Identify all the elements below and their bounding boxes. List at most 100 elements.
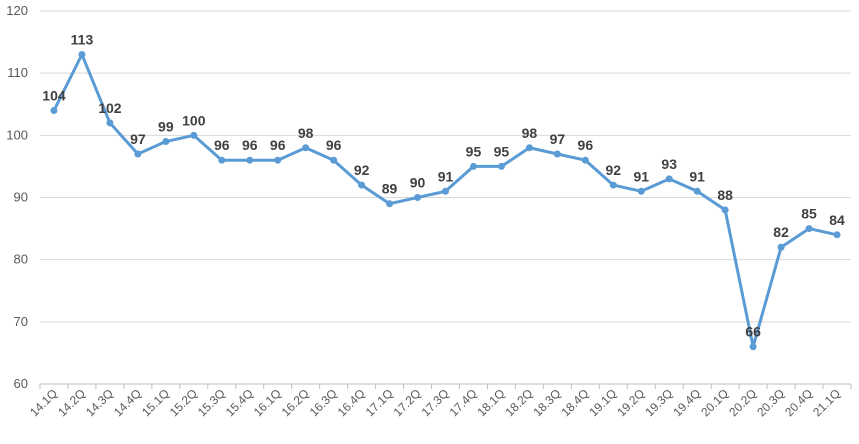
data-label: 104 bbox=[42, 87, 66, 103]
x-tick-label: 18.2Q bbox=[502, 386, 535, 419]
data-label: 98 bbox=[298, 125, 314, 141]
data-label: 89 bbox=[382, 181, 398, 197]
data-point bbox=[162, 138, 170, 146]
x-tick-label: 18.1Q bbox=[475, 386, 508, 419]
data-point bbox=[330, 156, 338, 164]
y-tick-label: 60 bbox=[14, 376, 28, 391]
data-label: 100 bbox=[182, 112, 206, 128]
x-tick-label: 16.3Q bbox=[307, 386, 340, 419]
data-label: 95 bbox=[466, 143, 482, 159]
data-points bbox=[50, 51, 841, 351]
x-tick-label: 17.1Q bbox=[363, 386, 396, 419]
data-point bbox=[190, 131, 198, 139]
gridlines bbox=[40, 10, 851, 385]
data-point bbox=[749, 343, 757, 351]
x-tick-label: 19.4Q bbox=[670, 386, 703, 419]
y-tick-label: 80 bbox=[14, 252, 28, 267]
data-point bbox=[805, 225, 813, 233]
x-tick-label: 20.3Q bbox=[754, 386, 787, 419]
y-tick-label: 100 bbox=[6, 127, 28, 142]
data-point bbox=[50, 106, 58, 114]
x-tick-label: 17.3Q bbox=[419, 386, 452, 419]
data-point bbox=[469, 162, 477, 170]
data-label: 90 bbox=[410, 175, 426, 191]
data-label: 85 bbox=[801, 206, 817, 222]
y-tick-label: 120 bbox=[6, 3, 28, 18]
x-tick-label: 16.4Q bbox=[335, 386, 368, 419]
x-tick-label: 14.3Q bbox=[83, 386, 116, 419]
data-point bbox=[302, 144, 310, 152]
data-label: 102 bbox=[98, 100, 122, 116]
x-tick-label: 14.4Q bbox=[111, 386, 144, 419]
x-tick-label: 14.2Q bbox=[55, 386, 88, 419]
data-label: 97 bbox=[130, 131, 146, 147]
data-label: 96 bbox=[578, 137, 594, 153]
x-tick-label: 15.4Q bbox=[223, 386, 256, 419]
data-label: 96 bbox=[242, 137, 258, 153]
x-tick-label: 15.3Q bbox=[195, 386, 228, 419]
data-point bbox=[386, 200, 394, 208]
data-point bbox=[358, 181, 366, 189]
y-tick-label: 70 bbox=[14, 314, 28, 329]
data-label: 82 bbox=[773, 224, 789, 240]
x-tick-label: 15.2Q bbox=[167, 386, 200, 419]
data-point bbox=[497, 162, 505, 170]
x-tick-label: 19.1Q bbox=[586, 386, 619, 419]
x-tick-label: 19.2Q bbox=[614, 386, 647, 419]
data-label: 95 bbox=[494, 143, 510, 159]
data-point bbox=[525, 144, 533, 152]
data-label: 96 bbox=[270, 137, 286, 153]
x-tick-label: 16.2Q bbox=[279, 386, 312, 419]
data-label: 66 bbox=[745, 324, 761, 340]
data-point bbox=[442, 187, 449, 195]
x-tick-label: 14.1Q bbox=[27, 386, 60, 419]
data-point bbox=[833, 231, 841, 239]
x-tick-label: 17.4Q bbox=[447, 386, 480, 419]
x-tick-label: 18.3Q bbox=[530, 386, 563, 419]
x-tick-label: 20.1Q bbox=[698, 386, 731, 419]
y-axis: 60 70 80 90 100 110 120 bbox=[6, 3, 28, 391]
x-tick-label: 20.4Q bbox=[782, 386, 815, 419]
data-point bbox=[134, 150, 142, 158]
data-point bbox=[609, 181, 617, 189]
x-tick-label: 21.1Q bbox=[810, 386, 843, 419]
x-tick-label: 17.2Q bbox=[391, 386, 424, 419]
data-label: 91 bbox=[438, 168, 454, 184]
x-axis: 14.1Q14.2Q14.3Q14.4Q15.1Q15.2Q15.3Q15.4Q… bbox=[27, 384, 852, 419]
data-point bbox=[106, 119, 114, 127]
data-label: 98 bbox=[522, 125, 538, 141]
data-point bbox=[665, 175, 673, 183]
data-label: 93 bbox=[661, 156, 677, 172]
x-tick-label: 18.4Q bbox=[558, 386, 591, 419]
data-labels: 104 113 102 97 99 100 96 96 96 98 96 92 89 90 91 95 95 98… bbox=[42, 32, 845, 340]
data-label: 113 bbox=[71, 32, 94, 48]
data-point bbox=[637, 187, 645, 195]
data-label: 91 bbox=[633, 168, 649, 184]
data-label: 92 bbox=[354, 162, 370, 178]
data-point bbox=[246, 156, 254, 164]
data-point bbox=[78, 51, 86, 59]
y-tick-label: 110 bbox=[7, 65, 28, 80]
x-tick-label: 20.2Q bbox=[726, 386, 759, 419]
data-label: 96 bbox=[214, 137, 230, 153]
data-point bbox=[218, 156, 226, 164]
data-point bbox=[274, 156, 282, 164]
data-label: 91 bbox=[689, 168, 705, 184]
data-label: 96 bbox=[326, 137, 342, 153]
data-label: 88 bbox=[717, 187, 733, 203]
data-point bbox=[581, 156, 589, 164]
x-tick-label: 16.1Q bbox=[251, 386, 284, 419]
data-label: 99 bbox=[158, 119, 174, 135]
x-tick-label: 15.1Q bbox=[139, 386, 172, 419]
data-point bbox=[553, 150, 561, 158]
data-point bbox=[777, 243, 785, 251]
data-label: 92 bbox=[606, 162, 622, 178]
x-tick-label: 19.3Q bbox=[642, 386, 675, 419]
data-point bbox=[721, 206, 729, 214]
data-label: 84 bbox=[829, 212, 845, 228]
data-label: 97 bbox=[550, 131, 566, 147]
data-point bbox=[693, 187, 701, 195]
y-tick-label: 90 bbox=[14, 190, 28, 205]
